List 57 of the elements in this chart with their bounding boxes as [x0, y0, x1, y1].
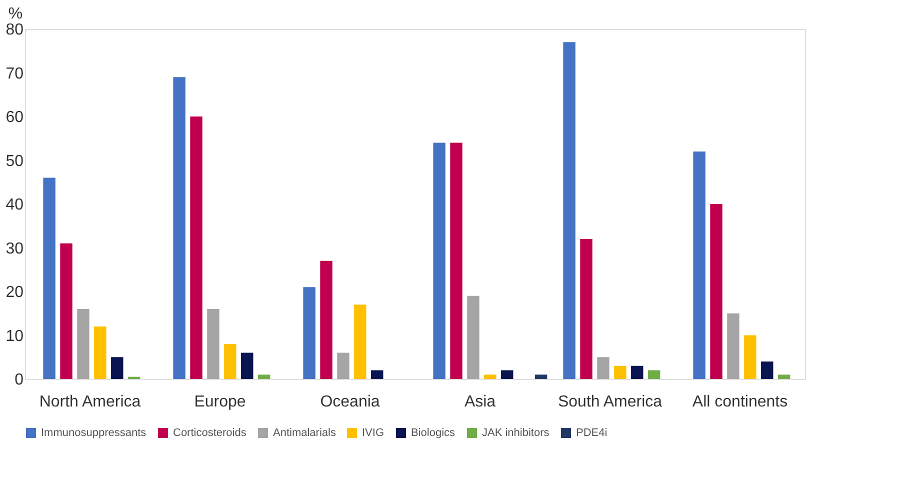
bar — [744, 335, 756, 379]
y-tick-label: 30 — [6, 240, 24, 258]
x-tick-label: South America — [558, 394, 662, 410]
bar — [241, 352, 254, 379]
bar — [501, 370, 514, 379]
y-tick-label: 40 — [6, 196, 24, 214]
bar — [597, 357, 610, 379]
x-tick-label: Europe — [194, 394, 246, 410]
y-tick-label: 80 — [6, 22, 24, 38]
bar — [761, 362, 774, 379]
bar — [173, 77, 186, 379]
y-axis-title: % — [8, 6, 23, 22]
bar — [207, 309, 220, 379]
bar — [190, 116, 202, 379]
bar — [693, 152, 706, 379]
bar — [43, 178, 56, 379]
bar — [631, 366, 644, 379]
bar — [258, 374, 270, 379]
bar — [534, 374, 548, 379]
legend-label: JAK inhibitors — [482, 427, 550, 439]
bar — [77, 309, 90, 379]
x-tick-label: Asia — [464, 394, 496, 410]
bar — [484, 374, 496, 379]
bar — [450, 142, 462, 379]
bar — [337, 352, 350, 379]
bar — [303, 287, 316, 379]
x-tick-label: All continents — [692, 394, 788, 410]
bar — [580, 239, 592, 379]
legend-label: Antimalarials — [273, 427, 336, 439]
legend-label: PDE4i — [576, 427, 608, 439]
x-tick-label: North America — [39, 394, 141, 410]
bar — [727, 313, 740, 379]
legend-label: IVIG — [362, 427, 384, 439]
legend-label: Immunosuppressants — [41, 427, 147, 439]
bar — [224, 344, 236, 379]
y-tick-label: 60 — [6, 109, 24, 126]
bar — [60, 243, 72, 379]
bar — [320, 260, 332, 379]
legend-label: Biologics — [411, 427, 456, 439]
bar — [111, 357, 124, 379]
bar — [648, 370, 660, 379]
bar — [563, 42, 576, 379]
bar — [371, 370, 384, 379]
bar — [710, 204, 722, 379]
y-tick-label: 10 — [6, 328, 24, 345]
bar — [614, 366, 626, 379]
y-tick-label: 0 — [14, 372, 24, 388]
bar — [778, 374, 790, 379]
bar — [467, 296, 480, 379]
x-tick-label: Oceania — [320, 394, 380, 410]
bar — [433, 142, 446, 379]
y-tick-label: 20 — [6, 284, 24, 301]
legend-label: Corticosteroids — [173, 427, 247, 439]
y-tick-label: 70 — [6, 65, 24, 82]
bar — [354, 304, 366, 379]
bar — [94, 326, 106, 379]
y-tick-label: 50 — [6, 152, 24, 170]
